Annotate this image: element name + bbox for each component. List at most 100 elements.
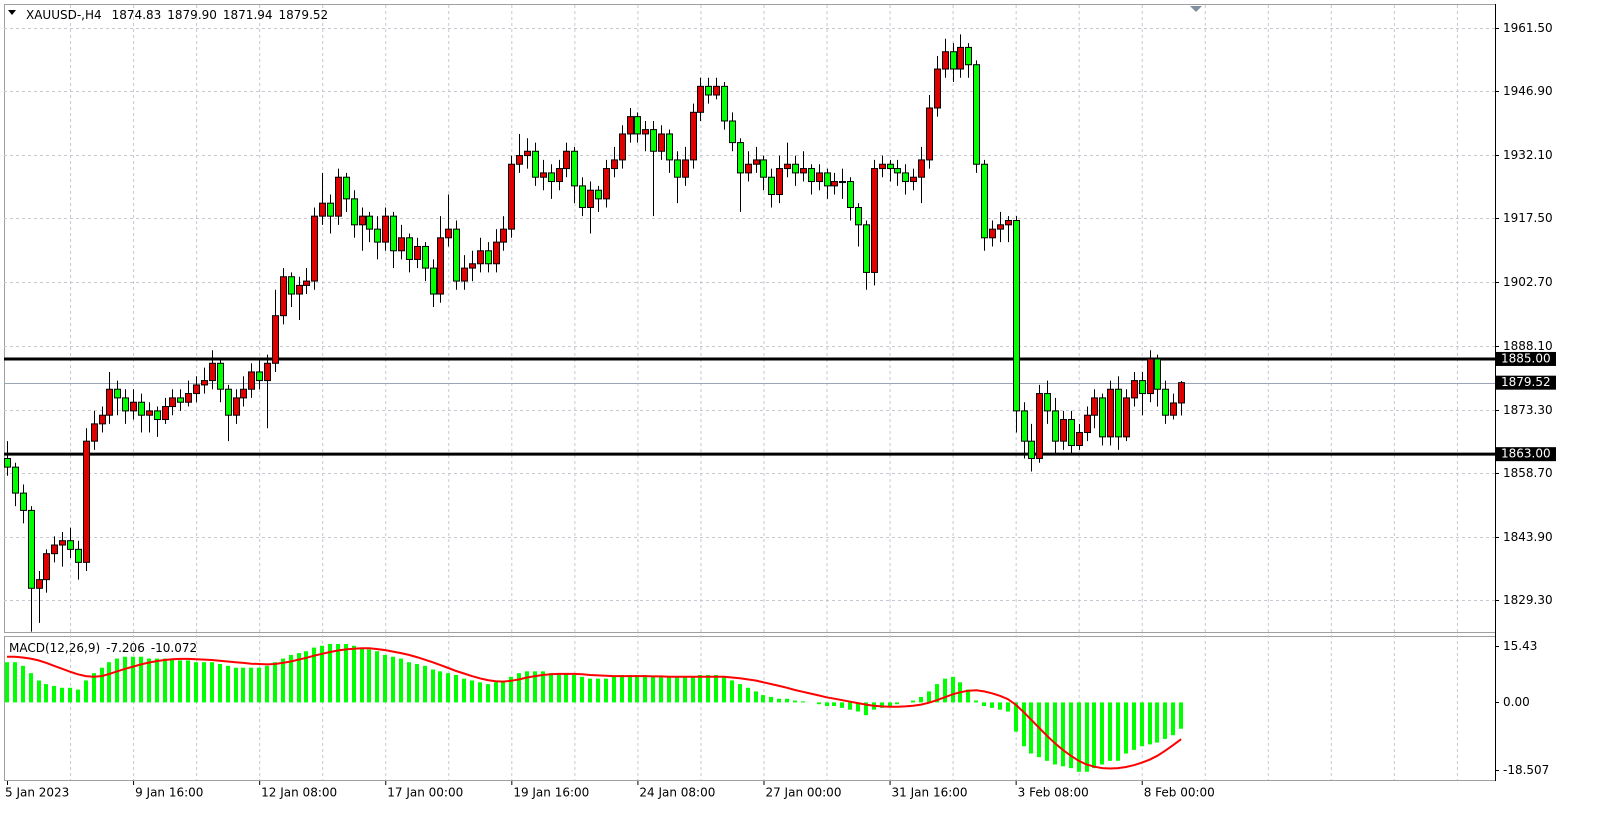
macd-bar — [612, 676, 616, 703]
candle-body — [753, 159, 760, 165]
macd-bar — [659, 676, 663, 703]
macd-bar — [454, 674, 458, 703]
candle-body — [697, 85, 704, 113]
macd-bar — [990, 702, 994, 708]
macd-signal-line — [7, 647, 1182, 770]
y-tick-label: 1858.70 — [1503, 466, 1553, 480]
candle-body — [1021, 410, 1028, 442]
candle-body — [1060, 419, 1067, 442]
macd-bar — [68, 687, 72, 703]
candle-body — [422, 245, 429, 269]
candle-body — [863, 224, 870, 273]
macd-bar — [1022, 702, 1026, 747]
y-tick-label: 1829.30 — [1503, 593, 1553, 607]
candle-body — [950, 51, 957, 70]
macd-bar — [517, 673, 521, 703]
macd-bar — [478, 682, 482, 703]
candle-body — [335, 176, 342, 217]
x-tick-label: 3 Feb 08:00 — [1018, 786, 1089, 800]
candle-body — [209, 362, 216, 382]
macd-bar — [698, 674, 702, 703]
macd-bar — [895, 702, 899, 705]
macd-bar — [730, 680, 734, 703]
menu-triangle — [8, 10, 16, 15]
candle-body — [1115, 388, 1122, 438]
candle-body — [272, 315, 279, 364]
candle-body — [1013, 219, 1020, 412]
macd-bar — [226, 665, 230, 703]
macd-bar — [234, 667, 238, 703]
candle-body — [500, 228, 507, 243]
macd-bar — [1045, 702, 1049, 761]
y-tick-label: 1888.10 — [1503, 339, 1553, 353]
macd-bar — [1014, 702, 1018, 732]
macd-main-value: -7.206 — [106, 641, 145, 655]
current-price-box — [1496, 375, 1556, 390]
candle-body — [67, 540, 74, 550]
macd-bar — [777, 698, 781, 703]
ohlc-close: 1879.52 — [279, 8, 329, 22]
candle-body — [642, 129, 649, 135]
candle-body — [1131, 380, 1138, 399]
candle-body — [430, 267, 437, 295]
y-tick-label: 1843.90 — [1503, 530, 1553, 544]
macd-bar — [982, 702, 986, 707]
macd-y-tick-label: 0.00 — [1503, 695, 1530, 709]
candle-body — [658, 133, 665, 152]
macd-bar — [123, 656, 127, 703]
macd-bar — [651, 676, 655, 703]
macd-bar — [620, 674, 624, 703]
macd-bar — [525, 671, 529, 703]
macd-bar — [691, 676, 695, 703]
level-label: 1885.00 — [1501, 351, 1551, 365]
macd-bar — [635, 674, 639, 703]
macd-bar — [470, 680, 474, 703]
candle-body — [1005, 219, 1012, 226]
macd-bar — [367, 649, 371, 703]
macd-bar — [155, 658, 159, 703]
x-tick-label: 8 Feb 00:00 — [1144, 786, 1215, 800]
candle-body — [169, 397, 176, 408]
candle-body — [390, 215, 397, 252]
y-tick-label: 1917.50 — [1503, 211, 1553, 225]
candle-body — [800, 168, 807, 174]
x-tick-label: 31 Jan 16:00 — [892, 786, 968, 800]
macd-bar — [1124, 702, 1128, 754]
macd-bar — [564, 673, 568, 703]
macd-bar — [92, 673, 96, 703]
macd-bar — [1155, 702, 1159, 743]
macd-bar — [761, 695, 765, 703]
macd-bar — [943, 678, 947, 703]
candle-body — [296, 284, 303, 295]
macd-bar — [241, 667, 245, 703]
macd-bar — [793, 700, 797, 703]
y-tick-label: 1932.10 — [1503, 148, 1553, 162]
macd-bar — [407, 662, 411, 703]
macd-bar — [265, 665, 269, 703]
candle-body — [871, 168, 878, 273]
macd-bar — [911, 700, 915, 703]
candle-body — [59, 540, 66, 546]
macd-y-tick-label: 15.43 — [1503, 639, 1537, 653]
macd-bar — [352, 645, 356, 703]
candle-body — [280, 276, 287, 317]
level-box — [1496, 447, 1556, 462]
shift-marker — [1190, 6, 1202, 12]
macd-bar — [1171, 702, 1175, 736]
macd-bar — [1029, 702, 1033, 754]
candle-body — [256, 371, 263, 382]
candle-body — [493, 241, 500, 265]
macd-bar — [683, 676, 687, 703]
macd-bar — [785, 698, 789, 703]
macd-bar — [139, 656, 143, 703]
candle-body — [1044, 393, 1051, 412]
macd-bar — [147, 658, 151, 703]
macd-bar — [588, 678, 592, 703]
macd-bar — [375, 651, 379, 703]
candle-body — [99, 414, 106, 425]
macd-bar — [29, 673, 33, 703]
candle-body — [1099, 397, 1106, 438]
candle-body — [760, 159, 767, 178]
macd-bar — [115, 658, 119, 703]
macd-bar — [848, 702, 852, 710]
